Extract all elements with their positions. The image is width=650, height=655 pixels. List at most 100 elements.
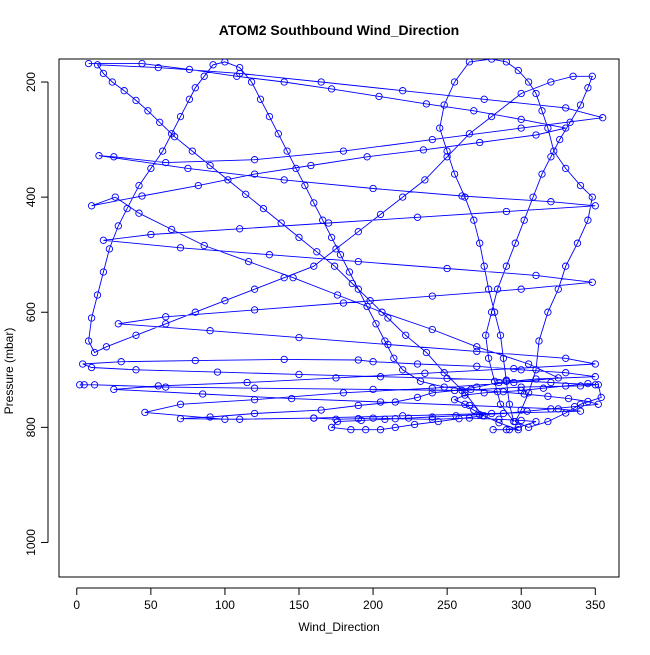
data-point xyxy=(544,308,552,316)
data-point xyxy=(550,147,558,155)
data-point xyxy=(390,354,398,362)
data-point xyxy=(584,216,592,224)
data-point xyxy=(327,423,336,432)
data-point xyxy=(384,340,392,349)
data-point xyxy=(111,193,119,201)
data-point xyxy=(594,381,602,389)
data-point xyxy=(105,245,114,253)
data-point xyxy=(176,415,185,423)
data-point xyxy=(562,354,570,362)
plot-frame xyxy=(58,58,620,578)
data-point xyxy=(206,161,214,170)
data-point xyxy=(250,306,259,314)
data-point xyxy=(162,313,170,321)
data-point xyxy=(422,100,431,108)
data-point xyxy=(402,331,410,339)
data-point xyxy=(476,239,484,247)
data-point xyxy=(538,107,546,115)
data-point xyxy=(591,202,599,210)
data-point xyxy=(354,401,362,410)
data-point xyxy=(117,358,125,366)
data-point xyxy=(381,415,389,423)
data-point xyxy=(419,146,428,154)
data-point xyxy=(191,308,199,316)
data-point xyxy=(524,360,533,368)
data-point xyxy=(532,271,540,280)
data-point xyxy=(554,374,562,382)
data-point xyxy=(135,209,143,217)
data-point xyxy=(517,89,525,98)
data-point xyxy=(532,366,540,374)
data-point xyxy=(176,244,185,252)
y-axis-label: Pressure (mbar) xyxy=(2,328,16,415)
data-point xyxy=(250,396,259,404)
data-point xyxy=(458,192,466,200)
x-tick-label: 350 xyxy=(585,598,605,612)
data-point xyxy=(307,161,315,170)
data-point xyxy=(162,383,170,391)
data-point xyxy=(422,348,431,357)
data-point xyxy=(487,308,496,316)
data-point xyxy=(532,417,540,426)
data-point xyxy=(213,368,222,376)
data-point xyxy=(443,147,451,155)
data-point xyxy=(554,285,562,293)
data-point xyxy=(450,386,459,395)
data-point xyxy=(514,66,522,75)
data-point xyxy=(562,409,570,417)
data-point xyxy=(283,147,291,155)
data-point xyxy=(465,401,474,410)
data-point xyxy=(301,181,309,190)
data-point xyxy=(487,112,496,121)
data-point xyxy=(544,124,552,132)
data-point xyxy=(591,373,599,381)
data-point xyxy=(450,396,459,404)
data-point xyxy=(473,362,481,370)
data-point xyxy=(247,78,256,86)
data-point xyxy=(443,153,451,161)
data-point xyxy=(428,292,436,300)
data-point xyxy=(480,95,488,103)
data-point xyxy=(544,417,552,426)
data-point xyxy=(502,59,511,66)
data-point xyxy=(493,388,502,396)
data-point xyxy=(144,107,152,115)
data-point xyxy=(87,363,96,372)
data-point xyxy=(514,423,522,432)
data-point xyxy=(421,369,429,377)
data-point xyxy=(470,406,478,414)
data-point xyxy=(99,236,108,244)
data-point xyxy=(510,417,518,426)
data-point xyxy=(495,378,503,387)
data-point xyxy=(110,385,118,394)
data-point xyxy=(250,285,259,293)
data-point xyxy=(93,291,102,299)
data-point xyxy=(421,176,429,184)
data-point xyxy=(347,426,355,434)
data-point xyxy=(517,366,525,374)
y-tick-label: 600 xyxy=(24,302,38,322)
x-tick-label: 150 xyxy=(289,598,309,612)
data-point xyxy=(591,381,599,389)
data-point xyxy=(339,389,348,397)
data-point xyxy=(362,426,370,434)
data-point xyxy=(333,417,342,426)
data-point xyxy=(547,153,555,161)
data-point xyxy=(274,130,282,138)
series-group xyxy=(76,59,607,434)
data-point xyxy=(584,84,592,92)
data-point xyxy=(99,69,108,78)
data-point xyxy=(490,377,499,385)
data-point xyxy=(147,164,155,173)
data-point xyxy=(588,278,596,286)
data-point xyxy=(562,124,570,132)
data-point xyxy=(236,63,244,72)
data-point xyxy=(132,366,140,374)
data-point xyxy=(399,87,407,95)
data-point xyxy=(576,382,585,390)
data-point xyxy=(529,193,537,201)
data-point xyxy=(436,124,444,132)
data-point xyxy=(524,389,533,397)
